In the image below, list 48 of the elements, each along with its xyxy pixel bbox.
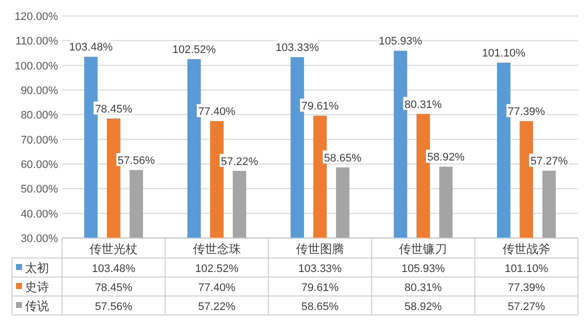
- text: 77.40%: [198, 106, 236, 118]
- text: 58.92%: [427, 152, 465, 164]
- text: 103.33%: [276, 42, 320, 54]
- legend-label: 传说: [25, 299, 49, 313]
- text: 77.39%: [508, 106, 546, 118]
- data-label: 77.39%: [508, 282, 546, 294]
- x-tick-label: 传世图腾: [296, 242, 344, 256]
- text: 57.56%: [118, 155, 155, 168]
- data-label: 101.10%: [504, 263, 548, 275]
- legend-label: 太初: [25, 261, 49, 275]
- y-tick-label: 60.00%: [20, 159, 58, 171]
- text: 57.27%: [530, 156, 568, 168]
- x-tick-label: 传世光杖: [90, 242, 138, 256]
- text: 103.48%: [69, 42, 113, 54]
- text: 101.10%: [482, 48, 526, 60]
- data-label: 103.48%: [92, 263, 136, 275]
- x-tick-label: 传世镰刀: [399, 242, 448, 256]
- text: 105.93%: [378, 36, 422, 48]
- data-label: 58.92%: [404, 301, 442, 313]
- data-label: 105.93%: [401, 263, 446, 275]
- data-label: 58.65%: [301, 301, 339, 313]
- y-tick-label: 30.00%: [20, 233, 58, 245]
- data-label: 77.40%: [198, 282, 236, 294]
- text: 58.65%: [324, 152, 362, 164]
- data-label: 80.31%: [404, 282, 442, 294]
- x-tick-label: 传世战斧: [502, 242, 550, 256]
- data-label: 78.45%: [94, 282, 132, 294]
- y-tick-label: 50.00%: [20, 184, 58, 196]
- data-label: 57.27%: [508, 301, 546, 313]
- legend-label: 史诗: [25, 280, 49, 294]
- text: 57.22%: [220, 156, 258, 168]
- y-tick-label: 40.00%: [20, 208, 58, 220]
- x-tick-label: 传世念珠: [192, 242, 241, 256]
- y-tick-label: 110.00%: [15, 36, 58, 48]
- y-tick-label: 120.00%: [14, 11, 58, 23]
- y-tick-label: 90.00%: [20, 85, 58, 97]
- y-tick-label: 80.00%: [20, 110, 58, 122]
- data-label: 102.52%: [195, 263, 239, 275]
- data-label: 103.33%: [298, 263, 342, 275]
- text: 102.52%: [172, 44, 216, 56]
- text: 79.61%: [301, 100, 339, 113]
- data-label: 57.22%: [198, 301, 236, 313]
- text: 78.45%: [94, 103, 132, 116]
- y-tick-label: 70.00%: [20, 134, 58, 146]
- data-label: 79.61%: [301, 282, 339, 294]
- data-label: 57.56%: [94, 301, 132, 313]
- text: 80.31%: [404, 98, 442, 111]
- y-tick-label: 100.00%: [14, 60, 58, 72]
